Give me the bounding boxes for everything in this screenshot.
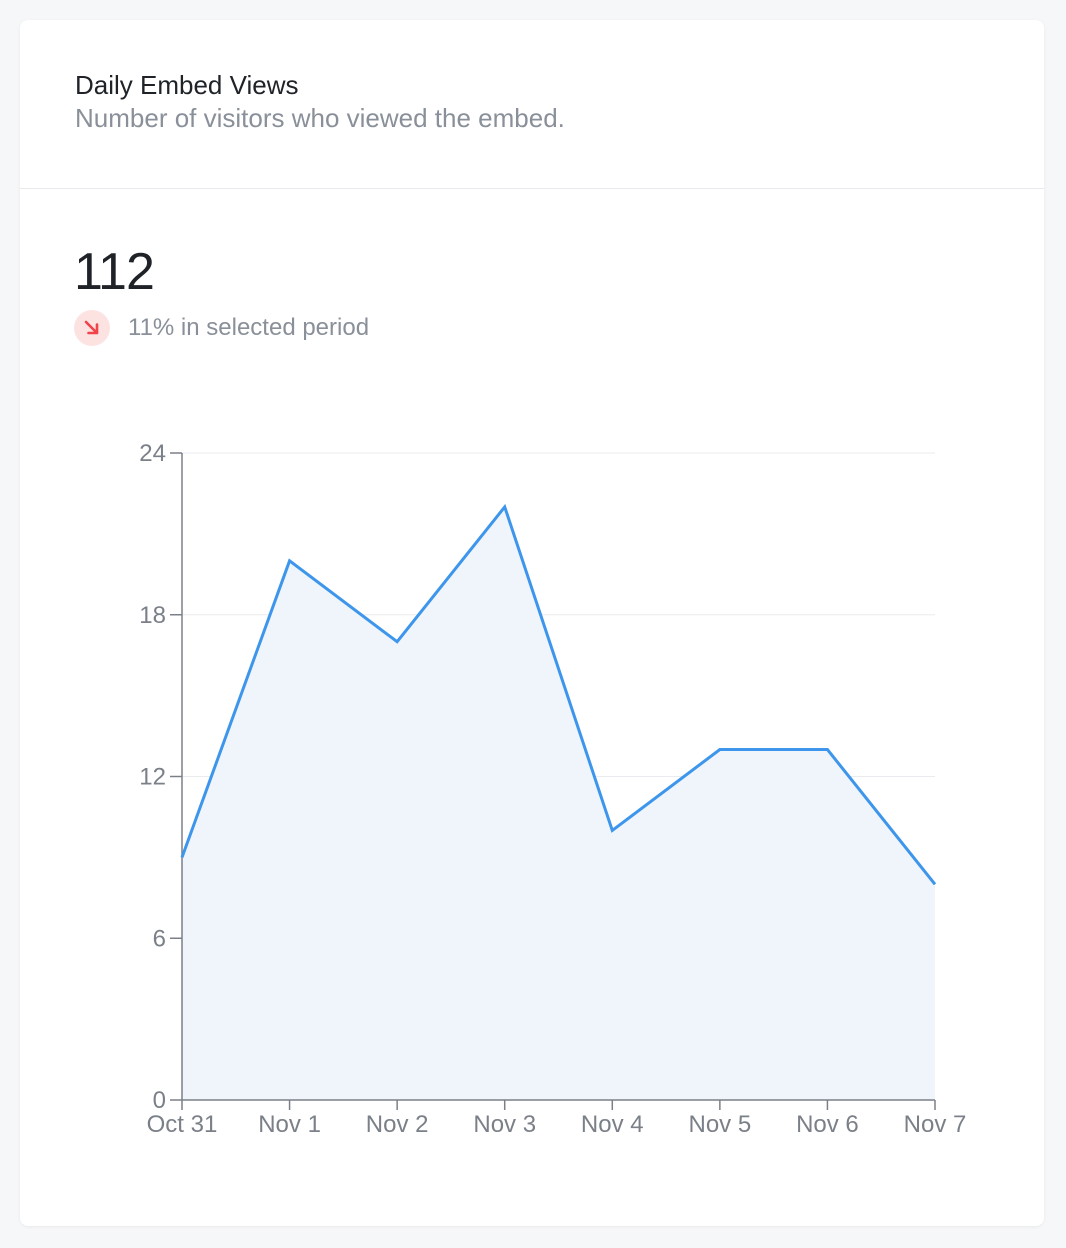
x-tick-label: Nov 1 [258, 1111, 321, 1138]
area-chart: 0 6 12 18 24 Oct 31 Nov 1 Nov 2 Nov 3 Nov 4 Nov 5 N… [139, 440, 967, 1138]
y-tick-label: 18 [139, 602, 166, 629]
trend-badge [74, 310, 110, 346]
card-subtitle: Number of visitors who viewed the embed. [75, 103, 565, 133]
x-tick-label: Nov 5 [689, 1111, 752, 1138]
card-title: Daily Embed Views [75, 70, 299, 100]
x-tick-label: Nov 4 [581, 1111, 644, 1138]
x-tick-label: Nov 3 [473, 1111, 536, 1138]
arrow-down-right-icon [84, 320, 99, 335]
x-tick-label: Oct 31 [147, 1111, 218, 1138]
x-tick-label: Nov 6 [796, 1111, 859, 1138]
chart-card: Daily Embed Views Number of visitors who… [20, 20, 1044, 1226]
x-tick-label: Nov 2 [366, 1111, 429, 1138]
card-header: Daily Embed Views Number of visitors who… [20, 20, 1044, 189]
y-tick-label: 12 [139, 764, 166, 791]
y-tick-label: 6 [153, 925, 166, 952]
change-text: 11% in selected period [128, 314, 370, 341]
y-tick-label: 24 [139, 440, 166, 467]
series-area [182, 506, 935, 1101]
series-line [180, 503, 937, 886]
stat-change: 11% in selected period [74, 310, 369, 346]
y-tick-label: 0 [153, 1087, 166, 1114]
x-tick-label: Nov 7 [904, 1111, 967, 1138]
total-views-value: 112 [74, 243, 155, 301]
